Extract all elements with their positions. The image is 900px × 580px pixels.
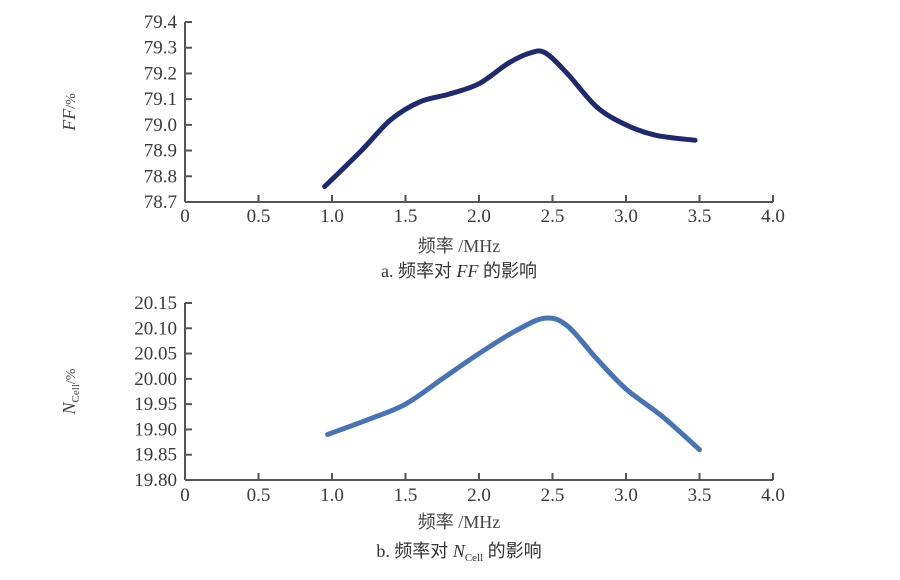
caption-suffix: 的影响 <box>483 541 542 561</box>
x-tick-label: 2.5 <box>541 206 565 227</box>
y-tick-label: 20.05 <box>134 344 177 365</box>
y-tick-label: 79.3 <box>144 38 177 59</box>
chart-a: 0 0.5 1.0 1.5 2.0 2.5 3.0 3.5 4.0 78.7 78.8 78.9 79.… <box>59 12 785 281</box>
y-axis-label: FF/% <box>59 93 79 132</box>
y-label-sub: Cell <box>70 384 82 402</box>
x-tick-label: 0.5 <box>247 485 271 506</box>
x-tick-label: 1.5 <box>394 485 418 506</box>
y-tick-label: 78.7 <box>144 192 177 213</box>
caption-prefix: b. 频率对 <box>376 541 453 561</box>
x-tick-label: 1.0 <box>320 206 344 227</box>
y-tick-label: 19.80 <box>134 470 177 491</box>
y-tick-label: 79.4 <box>144 12 178 33</box>
x-tick-label: 3.5 <box>688 485 712 506</box>
caption-var: FF <box>456 261 480 281</box>
x-tick-label: 0.5 <box>247 206 271 227</box>
x-tick-label: 2.5 <box>541 485 565 506</box>
x-tick-label: 4.0 <box>761 485 785 506</box>
caption-sub: Cell <box>465 552 483 564</box>
y-axis-label: NCell/% <box>59 368 82 415</box>
x-tick-label: 0 <box>180 206 190 227</box>
x-axis-label: 频率 /MHz <box>418 236 501 256</box>
x-tick-label: 3.0 <box>614 485 638 506</box>
y-label-var: N <box>59 401 79 415</box>
y-tick-label: 20.10 <box>134 318 177 339</box>
y-tick-label: 78.8 <box>144 166 177 187</box>
y-label-unit: /% <box>64 93 79 109</box>
chart-b: 0 0.5 1.0 1.5 2.0 2.5 3.0 3.5 4.0 19.80 19.85 19.90… <box>59 293 785 564</box>
y-tick-label: 79.1 <box>144 89 177 110</box>
x-tick-label: 3.5 <box>688 206 712 227</box>
x-tick-label: 1.0 <box>320 485 344 506</box>
y-tick-label: 19.90 <box>134 419 177 440</box>
x-axis-label: 频率 /MHz <box>418 512 501 532</box>
x-tick-label: 0 <box>180 485 190 506</box>
series-line <box>325 315 702 453</box>
caption: a. 频率对 FF 的影响 <box>381 261 537 281</box>
y-tick-label: 20.00 <box>134 369 177 390</box>
caption-prefix: a. 频率对 <box>381 261 457 281</box>
y-tick-label: 79.0 <box>144 115 177 136</box>
series-line <box>322 48 698 190</box>
x-tick-label: 3.0 <box>614 206 638 227</box>
y-tick-label: 79.2 <box>144 63 177 84</box>
y-tick-label: 19.85 <box>134 445 177 466</box>
y-tick-label: 20.15 <box>134 293 177 314</box>
x-tick-label: 1.5 <box>394 206 418 227</box>
x-tick-label: 2.0 <box>467 206 491 227</box>
y-label-var: FF <box>59 108 79 132</box>
caption-var: N <box>452 541 466 561</box>
caption-suffix: 的影响 <box>479 261 538 281</box>
x-tick-label: 4.0 <box>761 206 785 227</box>
x-tick-label: 2.0 <box>467 485 491 506</box>
caption: b. 频率对 NCell 的影响 <box>376 541 541 564</box>
y-tick-label: 19.95 <box>134 394 177 415</box>
y-tick-label: 78.9 <box>144 141 177 162</box>
y-label-unit: /% <box>64 368 79 384</box>
